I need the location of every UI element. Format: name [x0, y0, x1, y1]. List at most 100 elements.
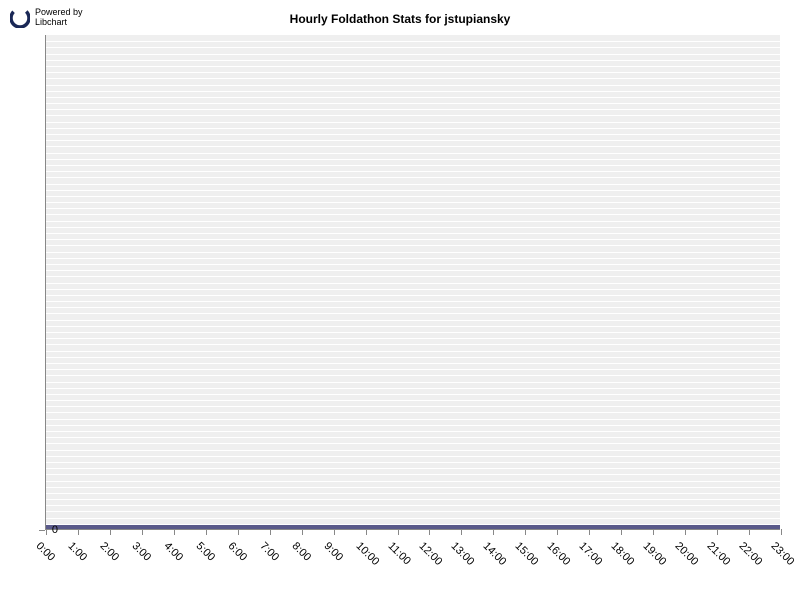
grid-line — [46, 146, 780, 147]
chart-title: Hourly Foldathon Stats for jstupiansky — [290, 12, 511, 26]
grid-line — [46, 85, 780, 86]
grid-line — [46, 41, 780, 42]
grid-line — [46, 264, 780, 265]
grid-line — [46, 363, 780, 364]
logo-text: Powered by Libchart — [35, 8, 83, 28]
grid-line — [46, 276, 780, 277]
grid-line — [46, 412, 780, 413]
x-axis-label: 6:00 — [225, 540, 249, 564]
grid-line — [46, 320, 780, 321]
x-tick — [302, 529, 303, 535]
x-tick — [685, 529, 686, 535]
x-tick — [557, 529, 558, 535]
x-tick — [174, 529, 175, 535]
x-axis-label: 18:00 — [609, 540, 637, 568]
grid-line — [46, 462, 780, 463]
x-tick — [110, 529, 111, 535]
logo-area: Powered by Libchart — [10, 8, 83, 28]
x-tick — [493, 529, 494, 535]
x-axis-label: 16:00 — [545, 540, 573, 568]
x-tick — [653, 529, 654, 535]
x-axis-label: 19:00 — [641, 540, 669, 568]
x-tick — [398, 529, 399, 535]
x-tick — [78, 529, 79, 535]
x-tick — [429, 529, 430, 535]
x-tick — [142, 529, 143, 535]
x-axis-label: 9:00 — [321, 540, 345, 564]
x-axis-label: 23:00 — [769, 540, 797, 568]
grid-line — [46, 122, 780, 123]
x-axis-label: 8:00 — [289, 540, 313, 564]
grid-line — [46, 326, 780, 327]
x-axis-label: 22:00 — [737, 540, 765, 568]
grid-line — [46, 499, 780, 500]
libchart-logo-icon — [10, 8, 30, 28]
grid-line — [46, 270, 780, 271]
grid-line — [46, 140, 780, 141]
grid-line — [46, 60, 780, 61]
grid-line — [46, 505, 780, 506]
grid-line — [46, 357, 780, 358]
grid-line — [46, 487, 780, 488]
grid-line — [46, 165, 780, 166]
grid-line — [46, 72, 780, 73]
x-tick — [461, 529, 462, 535]
grid-line — [46, 190, 780, 191]
x-tick — [525, 529, 526, 535]
grid-line — [46, 153, 780, 154]
grid-line — [46, 47, 780, 48]
grid-line — [46, 437, 780, 438]
x-axis-label: 7:00 — [257, 540, 281, 564]
grid-line — [46, 481, 780, 482]
x-axis-label: 15:00 — [513, 540, 541, 568]
x-tick — [621, 529, 622, 535]
grid-line — [46, 431, 780, 432]
x-axis-label: 2:00 — [97, 540, 121, 564]
grid-line — [46, 214, 780, 215]
grid-line — [46, 394, 780, 395]
grid-line — [46, 474, 780, 475]
grid-line — [46, 202, 780, 203]
x-axis-label: 10:00 — [353, 540, 381, 568]
grid-line — [46, 91, 780, 92]
chart-container — [45, 35, 780, 530]
grid-line — [46, 128, 780, 129]
grid-line — [46, 196, 780, 197]
x-tick — [238, 529, 239, 535]
y-axis-label: 0 — [52, 524, 58, 536]
x-axis-label: 12:00 — [417, 540, 445, 568]
grid-line — [46, 450, 780, 451]
x-axis-label: 5:00 — [193, 540, 217, 564]
grid-line — [46, 221, 780, 222]
grid-line — [46, 493, 780, 494]
grid-line — [46, 289, 780, 290]
grid-line — [46, 443, 780, 444]
grid-line — [46, 332, 780, 333]
x-tick — [46, 529, 47, 535]
powered-by-line2: Libchart — [35, 18, 83, 28]
x-tick — [717, 529, 718, 535]
grid-line — [46, 258, 780, 259]
x-tick — [589, 529, 590, 535]
grid-line — [46, 177, 780, 178]
plot-area — [45, 35, 780, 530]
grid-line — [46, 375, 780, 376]
grid-line — [46, 159, 780, 160]
x-axis-label: 4:00 — [161, 540, 185, 564]
grid-line — [46, 103, 780, 104]
x-tick — [366, 529, 367, 535]
x-tick — [206, 529, 207, 535]
x-axis-label: 3:00 — [129, 540, 153, 564]
grid-line — [46, 425, 780, 426]
grid-line — [46, 456, 780, 457]
grid-line — [46, 313, 780, 314]
grid-line — [46, 184, 780, 185]
grid-line — [46, 245, 780, 246]
x-tick — [749, 529, 750, 535]
grid-line — [46, 233, 780, 234]
grid-line — [46, 344, 780, 345]
grid-line — [46, 400, 780, 401]
grid-line — [46, 406, 780, 407]
grid-line — [46, 388, 780, 389]
x-axis-label: 11:00 — [385, 540, 412, 567]
